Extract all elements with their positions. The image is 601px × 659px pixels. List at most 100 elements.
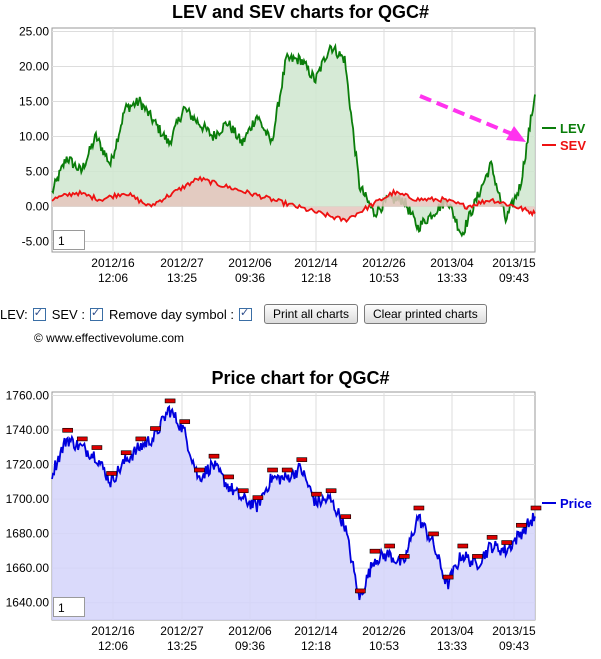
- y-tick-label: 0.00: [26, 200, 50, 214]
- legend-label-sev: SEV: [560, 138, 586, 153]
- day-symbol-marker: [267, 467, 278, 473]
- y-tick-label: -5.00: [22, 235, 50, 249]
- x-tick-date: 2013/04: [430, 256, 474, 270]
- y-tick-label: 20.00: [19, 60, 49, 74]
- day-symbol-marker: [413, 505, 425, 511]
- x-tick-time: 13:33: [437, 271, 467, 285]
- x-tick-time: 13:33: [437, 639, 467, 653]
- day-symbol-marker: [530, 505, 542, 511]
- day-symbol-marker: [442, 574, 454, 580]
- day-symbol-marker: [355, 588, 366, 594]
- x-tick-time: 12:06: [98, 639, 128, 653]
- remove-day-checkbox[interactable]: [238, 306, 252, 321]
- day-symbol-marker: [472, 554, 483, 559]
- day-symbol-marker: [281, 467, 293, 473]
- x-tick-date: 2013/15: [492, 256, 536, 270]
- y-tick-label: 15.00: [19, 95, 49, 109]
- y-tick-label: 25.00: [19, 25, 49, 39]
- x-tick-date: 2012/26: [362, 256, 406, 270]
- x-tick-time: 13:25: [167, 639, 197, 653]
- sev-label: SEV :: [51, 306, 85, 322]
- y-tick-label: 1720.00: [6, 458, 50, 472]
- day-symbol-marker: [457, 543, 469, 549]
- x-tick-date: 2012/16: [91, 256, 135, 270]
- y-tick-label: 10.00: [19, 130, 49, 144]
- day-symbol-marker: [296, 457, 308, 462]
- y-tick-label: 1740.00: [6, 423, 50, 437]
- remove-day-label: Remove day symbol :: [108, 306, 234, 322]
- day-symbol-marker: [194, 467, 205, 473]
- chart1-zoom-input[interactable]: 1: [53, 230, 85, 250]
- x-tick-time: 13:25: [167, 271, 197, 285]
- x-tick-date: 2012/06: [228, 624, 272, 638]
- x-tick-date: 2012/27: [160, 624, 204, 638]
- chart2-zoom-input[interactable]: 1: [53, 597, 85, 617]
- x-tick-time: 12:18: [301, 639, 331, 653]
- lev-label: LEV:: [0, 306, 28, 322]
- y-tick-label: 1760.00: [6, 388, 50, 402]
- y-tick-label: 1700.00: [6, 492, 50, 506]
- day-symbol-marker: [340, 514, 352, 519]
- y-tick-label: 5.00: [26, 165, 50, 179]
- day-symbol-marker: [106, 471, 117, 476]
- day-symbol-marker: [62, 427, 73, 433]
- legend-label-lev: LEV: [560, 121, 586, 136]
- day-symbol-marker: [179, 419, 191, 424]
- y-tick-label: 1680.00: [6, 527, 50, 541]
- print-all-button[interactable]: Print all charts: [263, 304, 358, 324]
- day-symbol-marker: [135, 436, 147, 442]
- day-symbol-marker: [237, 488, 249, 494]
- day-symbol-marker: [384, 543, 395, 549]
- annotation-arrow-shaft: [419, 94, 513, 136]
- day-symbol-marker: [76, 436, 88, 442]
- lev-sev-chart: 25.00 20.00 15.00 10.00 5.00 0.00 -5.00 2012/16…: [19, 25, 586, 286]
- x-tick-time: 12:06: [98, 271, 128, 285]
- day-symbol-marker: [208, 453, 220, 459]
- series-line-price: [51, 404, 536, 601]
- day-symbol-marker: [369, 548, 381, 554]
- x-tick-time: 09:43: [499, 639, 529, 653]
- day-symbol-marker: [223, 474, 234, 480]
- day-symbol-marker: [501, 540, 513, 545]
- lev-checkbox[interactable]: [32, 306, 46, 321]
- day-symbol-marker: [398, 554, 410, 559]
- day-symbol-marker: [164, 398, 176, 404]
- day-symbol-marker: [428, 531, 439, 537]
- day-symbol-marker: [311, 491, 322, 497]
- sev-checkbox[interactable]: [89, 306, 103, 321]
- legend-label-price: Price: [560, 496, 592, 511]
- y-tick-label: 1640.00: [6, 596, 50, 610]
- copyright-text: © www.effectivevolume.com: [34, 331, 185, 345]
- x-tick-time: 09:36: [235, 639, 265, 653]
- x-tick-time: 09:36: [235, 271, 265, 285]
- x-tick-time: 10:53: [369, 271, 399, 285]
- day-symbol-marker: [325, 488, 337, 494]
- x-tick-date: 2012/14: [294, 624, 338, 638]
- x-tick-date: 2012/27: [160, 256, 204, 270]
- clear-printed-button[interactable]: Clear printed charts: [363, 304, 487, 324]
- day-symbol-marker: [120, 450, 132, 456]
- series-area-price: [52, 406, 535, 620]
- series-line-lev: [51, 42, 536, 238]
- day-symbol-marker: [516, 522, 527, 528]
- chart1-title: LEV and SEV charts for QGC#: [171, 2, 430, 22]
- x-tick-date: 2012/26: [362, 624, 406, 638]
- x-tick-time: 09:43: [499, 271, 529, 285]
- x-tick-time: 10:53: [369, 639, 399, 653]
- series-line-sev: [51, 175, 536, 224]
- x-tick-date: 2013/15: [492, 624, 536, 638]
- day-symbol-marker: [252, 495, 264, 500]
- x-tick-time: 12:18: [301, 271, 331, 285]
- annotation-arrow-head: [506, 126, 526, 142]
- x-tick-date: 2012/14: [294, 256, 338, 270]
- day-symbol-marker: [91, 445, 103, 450]
- x-tick-date: 2012/16: [91, 624, 135, 638]
- chart-controls: LEV: SEV : Remove day symbol : Print all…: [0, 303, 487, 325]
- y-tick-label: 1660.00: [6, 561, 50, 575]
- day-symbol-marker: [486, 535, 498, 540]
- day-symbol-marker: [150, 426, 161, 431]
- x-tick-date: 2013/04: [430, 624, 474, 638]
- chart2-title: Price chart for QGC#: [211, 368, 390, 388]
- x-tick-date: 2012/06: [228, 256, 272, 270]
- series-area-lev: [52, 45, 535, 236]
